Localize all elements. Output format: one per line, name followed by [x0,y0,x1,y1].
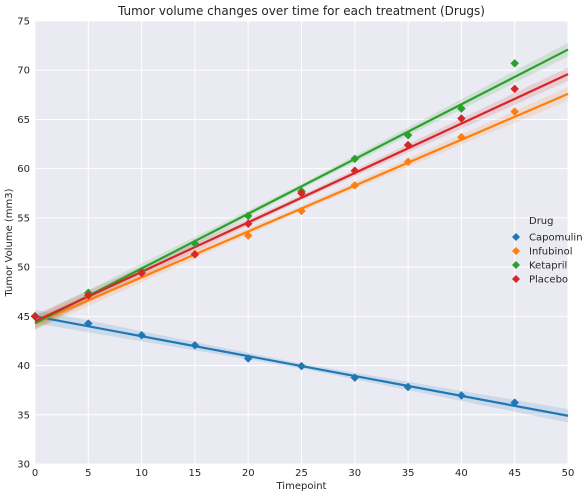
placebo-point [30,311,40,321]
y-tick-label: 35 [17,410,30,421]
legend-label-placebo: Placebo [529,275,568,286]
placebo-point [190,249,200,259]
x-tick-label: 35 [402,468,415,479]
ketapril-point [190,239,200,248]
ketapril-point [403,130,413,140]
legend-label-ketapril: Ketapril [529,261,567,272]
y-tick-label: 60 [17,164,30,175]
x-tick-label: 0 [32,468,38,479]
y-tick-label: 65 [17,115,30,126]
capomulin-point [243,354,253,363]
x-tick-label: 50 [562,468,575,479]
y-tick-label: 45 [17,312,30,323]
legend-marker-placebo [512,275,520,283]
placebo-regression-line [34,73,569,323]
x-axis-label: Timepoint [276,481,327,492]
x-tick-labels: 0 5 10 15 20 25 30 35 40 45 50 [32,468,575,479]
capomulin-point [190,340,200,350]
legend-marker-ketapril [512,261,520,269]
capomulin-point [510,398,520,407]
x-tick-label: 5 [85,468,91,479]
ketapril-point [457,104,466,113]
capomulin-point [137,330,146,340]
y-tick-label: 40 [17,361,30,372]
legend-label-capomulin: Capomulin [529,233,583,244]
x-tick-label: 10 [135,468,148,479]
y-tick-label: 50 [17,263,30,274]
placebo-point [350,166,360,175]
placebo-point [510,84,520,94]
x-tick-label: 40 [455,468,468,479]
placebo-point [83,291,93,300]
grid [34,20,569,465]
placebo-point [403,140,413,150]
placebo-point [297,188,306,198]
capomulin-point [457,391,466,400]
infubinol-point [350,181,360,190]
y-tick-labels: 30 35 40 45 50 55 60 65 70 75 [17,17,30,471]
infubinol-point [403,157,413,167]
y-tick-label: 70 [17,66,30,77]
data-points [30,58,520,407]
x-tick-label: 45 [508,468,521,479]
chart-title: Tumor volume changes over time for each … [117,4,485,18]
infubinol-point [457,132,466,142]
x-tick-label: 20 [242,468,255,479]
y-axis-label: Tumor Volume (mm3) [4,188,15,297]
x-tick-label: 15 [189,468,202,479]
legend-title: Drug [529,216,554,227]
x-tick-label: 30 [348,468,361,479]
ketapril-point [510,58,520,68]
ketapril-point [350,154,360,164]
infubinol-point [297,206,306,216]
legend-marker-infubinol [512,247,520,255]
infubinol-point [243,231,253,240]
y-tick-label: 30 [17,460,30,471]
placebo-point [137,268,146,278]
capomulin-point [83,319,93,328]
placebo-point [243,219,253,229]
ketapril-regression-line [34,48,569,325]
legend-label-infubinol: Infubinol [529,247,573,258]
capomulin-point [350,373,360,383]
placebo-point [457,114,466,123]
y-tick-label: 75 [17,17,30,28]
legend: Drug Capomulin Infubinol Ketapril Placebo [512,216,583,286]
capomulin-point [297,361,306,371]
infubinol-point [510,107,520,116]
legend-marker-capomulin [512,233,520,241]
capomulin-point [403,382,413,392]
x-tick-label: 25 [295,468,308,479]
y-tick-label: 55 [17,213,30,224]
